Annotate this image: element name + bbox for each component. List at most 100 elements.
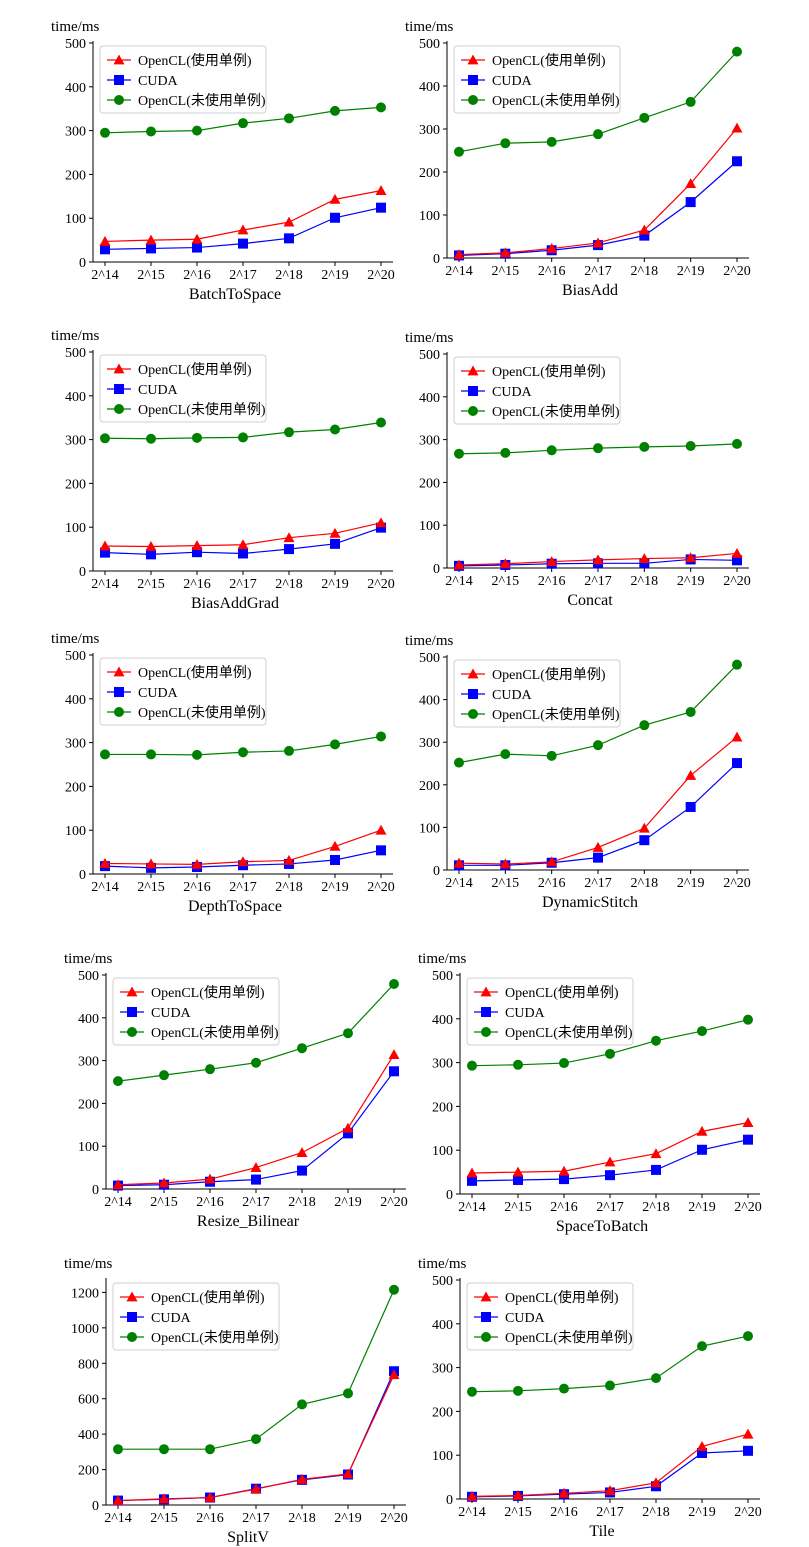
y-axis-label: time/ms: [418, 1256, 466, 1272]
legend-marker: [127, 1007, 137, 1017]
y-tick-label: 0: [79, 256, 86, 271]
y-tick-label: 300: [432, 1057, 453, 1072]
legend-marker: [113, 363, 125, 374]
data-point: [593, 443, 603, 454]
data-point: [191, 233, 203, 244]
x-tick-label: 2^18: [642, 1200, 670, 1215]
legend-marker: [468, 689, 478, 699]
data-point: [376, 202, 386, 213]
y-tick-label: 500: [78, 969, 99, 984]
data-point: [192, 547, 202, 558]
data-point: [376, 845, 386, 856]
y-tick-label: 200: [432, 1100, 453, 1115]
data-point: [238, 238, 248, 249]
x-tick-label: 2^20: [734, 1505, 762, 1520]
y-tick-label: 400: [65, 390, 86, 405]
x-axis-label: DynamicStitch: [542, 894, 638, 911]
data-point: [605, 1170, 615, 1181]
data-point: [593, 852, 603, 863]
legend-label: CUDA: [492, 74, 533, 89]
chart-panel-3: time/ms 0 100 200 300 400 500 2^14 2^15 2^16 2^17 2…: [405, 330, 751, 609]
legend-marker: [467, 668, 479, 679]
data-point: [284, 544, 294, 555]
data-point: [329, 840, 341, 851]
data-point: [342, 1468, 354, 1479]
data-point: [467, 1060, 477, 1071]
legend-label: CUDA: [492, 385, 533, 400]
x-tick-label: 2^16: [183, 880, 211, 895]
data-point: [99, 857, 111, 868]
data-point: [639, 112, 650, 123]
y-tick-label: 400: [419, 391, 440, 406]
data-point: [546, 243, 558, 253]
x-tick-label: 2^18: [631, 264, 659, 279]
data-point: [146, 549, 156, 560]
data-point: [639, 441, 650, 452]
x-tick-label: 2^16: [183, 268, 211, 283]
data-point: [237, 224, 249, 235]
chart-panel-6: time/ms 0 100 200 300 400 500 2^14 2^15 2^16 2^17 2…: [64, 951, 408, 1230]
x-tick-label: 2^16: [196, 1195, 224, 1210]
legend-label: OpenCL(使用单例): [505, 1289, 619, 1306]
legend-marker: [468, 709, 478, 719]
y-tick-label: 200: [419, 476, 440, 491]
x-tick-label: 2^20: [367, 268, 395, 283]
x-tick-label: 2^14: [445, 574, 473, 589]
legend-marker: [467, 54, 479, 65]
x-tick-label: 2^17: [584, 264, 612, 279]
legend-marker: [114, 404, 124, 414]
legend-marker: [113, 666, 125, 677]
x-tick-label: 2^19: [677, 876, 705, 891]
data-point: [145, 858, 157, 869]
legend-marker: [468, 75, 478, 85]
legend-label: OpenCL(使用单例): [138, 361, 252, 378]
x-tick-label: 2^20: [380, 1511, 408, 1526]
data-point: [743, 1134, 753, 1145]
y-tick-label: 0: [79, 565, 86, 580]
x-tick-label: 2^14: [445, 876, 473, 891]
data-point: [651, 1164, 661, 1175]
legend-label: OpenCL(使用单例): [138, 664, 252, 681]
y-tick-label: 0: [92, 1183, 99, 1198]
data-point: [238, 747, 248, 758]
data-point: [731, 731, 743, 742]
data-point: [99, 235, 111, 246]
x-tick-label: 2^20: [723, 264, 751, 279]
data-point: [192, 125, 202, 136]
legend-label: OpenCL(未使用单例): [492, 92, 620, 109]
data-point: [513, 1059, 523, 1070]
legend-box: [112, 1282, 280, 1351]
data-point: [296, 1473, 308, 1484]
chart-panel-8: time/ms 0 200 400 600 800 1000 1200 2^14 2^15 2^16…: [64, 1256, 408, 1546]
data-point: [512, 1166, 524, 1177]
x-tick-label: 2^17: [584, 574, 612, 589]
data-point: [159, 1444, 169, 1455]
data-point: [592, 841, 604, 852]
legend-label: CUDA: [492, 688, 533, 703]
data-point: [731, 122, 743, 133]
data-point: [500, 749, 511, 760]
legend-marker: [127, 1027, 137, 1037]
x-tick-label: 2^19: [677, 574, 705, 589]
y-tick-label: 0: [92, 1499, 99, 1514]
data-point: [453, 249, 465, 259]
x-tick-label: 2^15: [137, 268, 165, 283]
legend-label: OpenCL(未使用单例): [151, 1329, 279, 1346]
y-axis-label: time/ms: [51, 328, 99, 344]
y-axis-label: time/ms: [51, 631, 99, 647]
y-tick-label: 300: [65, 434, 86, 449]
legend-label: CUDA: [151, 1006, 192, 1021]
data-point: [204, 1173, 216, 1184]
data-point: [559, 1058, 569, 1069]
y-tick-label: 300: [432, 1362, 453, 1377]
legend-label: OpenCL(使用单例): [151, 1289, 265, 1306]
x-tick-label: 2^16: [196, 1511, 224, 1526]
data-point: [297, 1399, 307, 1410]
y-tick-label: 0: [433, 562, 440, 577]
y-axis-label: time/ms: [405, 633, 453, 649]
x-tick-label: 2^19: [334, 1511, 362, 1526]
data-point: [499, 558, 511, 569]
y-tick-label: 200: [65, 477, 86, 492]
x-tick-label: 2^19: [688, 1200, 716, 1215]
